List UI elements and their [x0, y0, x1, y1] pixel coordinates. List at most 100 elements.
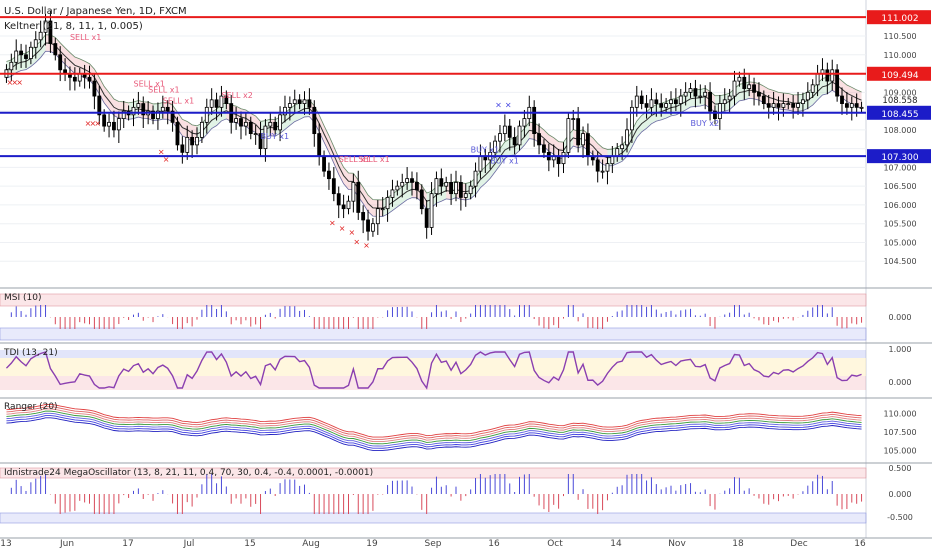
time-tick-label: Aug: [302, 539, 320, 549]
time-tick-label: 15: [244, 539, 255, 549]
cross-marker: ×: [90, 119, 97, 128]
ranger-line: [6, 415, 862, 449]
candle-body: [400, 182, 405, 187]
candle-body: [361, 212, 366, 221]
candle-body: [781, 103, 786, 108]
price-axis: 111.002 109.494 108.455 107.300 110.500 110.0…: [867, 10, 931, 266]
candle-body: [390, 189, 395, 198]
candle-body: [561, 151, 566, 165]
candle-body: [698, 95, 703, 98]
candle-body: [747, 84, 752, 89]
candle-body: [258, 133, 263, 150]
cross-marker: ×: [85, 119, 92, 128]
candle-body: [327, 170, 331, 180]
candle-body: [263, 125, 268, 150]
candle-body: [234, 118, 239, 123]
indicator-tick: -0.500: [887, 513, 913, 522]
candle-body: [9, 61, 14, 71]
candle-body: [278, 114, 282, 131]
candle-body: [170, 110, 175, 123]
candle-body: [458, 182, 463, 198]
candle-body: [605, 163, 610, 172]
indicator-label: MSI (10): [4, 293, 41, 303]
ranger-line: [6, 410, 862, 445]
horizontal-levels[interactable]: [0, 16, 866, 158]
candle-body: [160, 106, 165, 112]
candle-body: [371, 223, 375, 232]
candle-body: [48, 20, 53, 44]
signal-label: SELL x1: [339, 155, 370, 164]
candle-body: [468, 185, 473, 195]
candle-body: [801, 99, 805, 104]
price-tick-label: 110.500: [883, 32, 916, 41]
time-axis: 13 Jun 17 Jul 15 Aug 19 Sep 16 Oct 14 Nov 18 Dec 16: [0, 539, 866, 549]
candle-body: [253, 133, 258, 136]
candle-body: [478, 155, 483, 172]
candle-body: [92, 80, 97, 97]
candle-body: [595, 159, 600, 172]
candle-body: [33, 39, 38, 48]
signal-label: BUY x1: [261, 132, 290, 141]
signal-label: BUY x2: [691, 119, 720, 128]
price-tick-label: 110.000: [883, 51, 916, 60]
time-tick-label: Oct: [547, 539, 563, 549]
candle-body: [615, 148, 620, 157]
candle-body: [19, 50, 24, 56]
candle-body: [102, 114, 107, 127]
candle-body: [473, 170, 478, 187]
cross-marker: ×: [353, 237, 360, 246]
candle-body: [410, 178, 414, 183]
signal-label: BUY x1: [471, 145, 500, 154]
candle-body: [429, 193, 434, 228]
candle-body: [141, 103, 146, 116]
level-badge: [867, 149, 931, 164]
indicator-panes: MSI (10) 0.000 TDI (13, 21) 1.000 0.000 Range…: [0, 293, 917, 524]
time-tick-label: 16: [488, 539, 500, 549]
candle-body: [195, 136, 199, 146]
candle-body: [742, 76, 747, 89]
price-tick-label: 106.000: [883, 201, 916, 210]
signal-label: SELL x1: [133, 80, 164, 89]
candle-body: [219, 95, 224, 108]
cross-marker: ×: [505, 100, 512, 109]
candle-body: [463, 193, 468, 198]
time-tick-label: Nov: [668, 539, 686, 549]
candle-body: [454, 182, 458, 195]
cross-marker: ×: [363, 241, 370, 250]
candle-body: [737, 76, 742, 82]
candle-body: [28, 46, 33, 59]
candle-body: [131, 106, 136, 116]
candle-body: [805, 91, 810, 101]
price-tick-label: 105.500: [883, 220, 916, 229]
candlesticks[interactable]: [4, 10, 864, 241]
candle-body: [571, 118, 576, 121]
signal-label: BUY x1: [490, 157, 519, 166]
candle-body: [849, 103, 854, 108]
candle-body: [322, 155, 326, 172]
candle-body: [600, 170, 605, 173]
price-tick-label: 106.500: [883, 182, 916, 191]
indicator-label: Idnistrade24 MegaOscillator (13, 8, 21, …: [4, 468, 373, 478]
candle-body: [375, 208, 380, 225]
time-tick-label: 16: [854, 539, 866, 549]
candle-body: [512, 136, 517, 146]
candle-body: [307, 99, 312, 108]
candle-body: [24, 54, 28, 59]
candle-body: [581, 133, 585, 146]
indicator-tick: 0.000: [889, 378, 912, 387]
ranger-line: [6, 412, 862, 447]
candle-body: [629, 106, 634, 131]
price-tick-label: 109.000: [883, 88, 916, 97]
keltner-channel: [6, 34, 862, 217]
candle-body: [498, 133, 502, 142]
candle-body: [449, 182, 454, 195]
candle-body: [107, 121, 111, 127]
candle-body: [620, 144, 625, 150]
signal-label: SELL x1: [163, 97, 194, 106]
candle-body: [659, 103, 664, 108]
candle-body: [727, 95, 732, 101]
candle-body: [673, 99, 678, 104]
candle-body: [156, 110, 160, 120]
candle-body: [444, 182, 449, 187]
